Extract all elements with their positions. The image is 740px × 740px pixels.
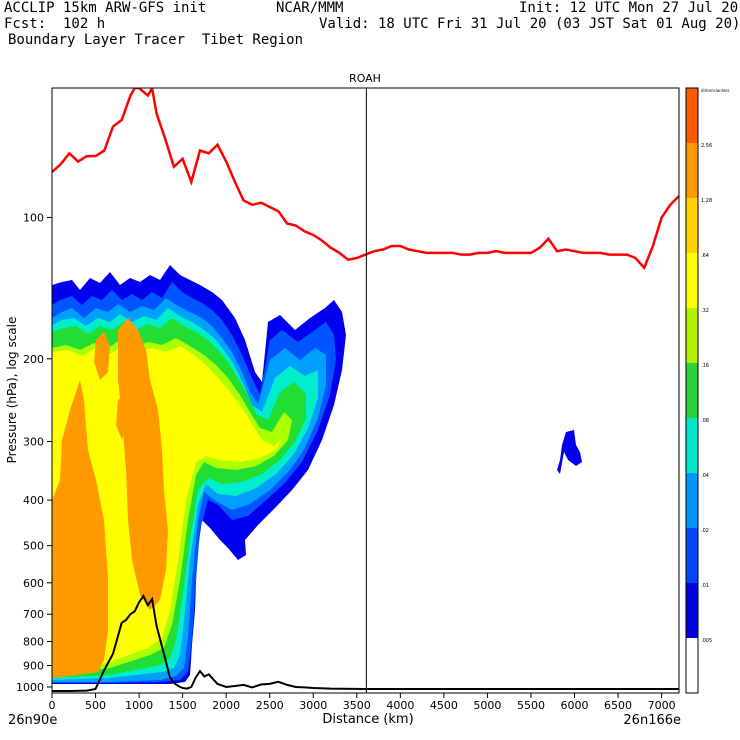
y-tick-label: 700 bbox=[23, 608, 44, 621]
colorbar-swatch bbox=[686, 638, 698, 693]
colorbar-swatch bbox=[686, 143, 698, 198]
x-tick-label: 5000 bbox=[473, 699, 501, 712]
colorbar-label: .02 bbox=[701, 528, 709, 534]
x-tick-label: 7000 bbox=[648, 699, 676, 712]
x-tick-label: 5500 bbox=[517, 699, 545, 712]
y-tick-label: 800 bbox=[23, 635, 44, 648]
model-title: ACCLIP 15km ARW-GFS init bbox=[4, 0, 207, 16]
valid-time: Valid: 18 UTC Fri 31 Jul 20 (03 JST Sat … bbox=[319, 16, 740, 32]
colorbar-label: 1.28 bbox=[701, 198, 712, 204]
colorbar-label: .08 bbox=[701, 418, 709, 424]
colorbar-label: .01 bbox=[701, 583, 709, 589]
x-tick-label: 3000 bbox=[299, 699, 327, 712]
colorbar-swatch bbox=[686, 363, 698, 418]
tracer-contour-1.28-d bbox=[116, 395, 128, 440]
x-tick-label: 4000 bbox=[386, 699, 414, 712]
y-tick-label: 600 bbox=[23, 577, 44, 590]
colorbar-swatch bbox=[686, 88, 698, 143]
y-axis: 100 200 300 400 500 600 700 800 900 1000 bbox=[16, 211, 52, 694]
x-tick-label: 6500 bbox=[604, 699, 632, 712]
colorbar-swatch bbox=[686, 418, 698, 473]
init-time: Init: 12 UTC Mon 27 Jul 20 bbox=[519, 0, 739, 16]
x-tick-label: 0 bbox=[49, 699, 56, 712]
y-tick-label: 900 bbox=[23, 659, 44, 672]
colorbar-swatch bbox=[686, 198, 698, 253]
colorbar-swatch bbox=[686, 583, 698, 638]
forecast-hour: Fcst: 102 h bbox=[4, 16, 106, 32]
x-tick-label: 2000 bbox=[212, 699, 240, 712]
tracer-contour-1.28-b bbox=[118, 318, 168, 610]
y-tick-label: 300 bbox=[23, 435, 44, 448]
isolated-tracer-patch bbox=[557, 430, 582, 474]
terrain-line bbox=[52, 594, 679, 692]
plot-frame bbox=[51, 87, 680, 694]
colorbar-label: .32 bbox=[701, 308, 709, 314]
y-tick-label: 1000 bbox=[16, 681, 44, 694]
right-endpoint: 26n166e bbox=[623, 713, 681, 728]
colorbar-swatch bbox=[686, 528, 698, 583]
y-tick-label: 200 bbox=[23, 353, 44, 366]
colorbar-label: .04 bbox=[701, 473, 709, 479]
colorbar-swatch bbox=[686, 473, 698, 528]
tracer-contour-1.28 bbox=[52, 380, 108, 678]
left-endpoint: 26n90e bbox=[8, 713, 57, 728]
chart-title: ROAH bbox=[349, 72, 381, 85]
colorbar-swatch bbox=[686, 253, 698, 308]
y-tick-label: 500 bbox=[23, 540, 44, 553]
product-title: Boundary Layer Tracer Tibet Region bbox=[8, 32, 304, 48]
tracer-contour-1.28-c bbox=[94, 332, 110, 380]
tropopause-line bbox=[52, 88, 679, 271]
colorbar-swatch bbox=[686, 308, 698, 363]
colorbar: dimensionless 2.56 1.28 .64 .32 .16 .08 .04 .02.… bbox=[685, 87, 729, 694]
x-tick-label: 500 bbox=[85, 699, 106, 712]
y-axis-label: Pressure (hPa), log scale bbox=[5, 317, 19, 464]
tracer-contour-0.64 bbox=[52, 346, 282, 672]
colorbar-label: .64 bbox=[701, 253, 709, 259]
y-tick-label: 400 bbox=[23, 494, 44, 507]
x-tick-label: 1500 bbox=[169, 699, 197, 712]
x-tick-label: 3500 bbox=[343, 699, 371, 712]
x-tick-label: 6000 bbox=[561, 699, 589, 712]
colorbar-label: .005 bbox=[701, 638, 712, 644]
x-tick-label: 2500 bbox=[256, 699, 284, 712]
colorbar-label: 2.56 bbox=[701, 143, 712, 149]
y-tick-label: 100 bbox=[23, 211, 44, 224]
x-tick-label: 4500 bbox=[430, 699, 458, 712]
colorbar-frame bbox=[685, 87, 699, 694]
colorbar-label: .16 bbox=[701, 363, 709, 369]
tracer-high-concentration bbox=[52, 318, 582, 678]
x-axis-label: Distance (km) bbox=[322, 712, 413, 727]
colorbar-label: dimensionless bbox=[701, 88, 729, 93]
x-axis: 0 500 1000 1500 2000 2500 3000 3500 4000 4500 5000… bbox=[49, 693, 676, 712]
x-tick-label: 1000 bbox=[125, 699, 153, 712]
institution-label: NCAR/MMM bbox=[276, 0, 344, 16]
